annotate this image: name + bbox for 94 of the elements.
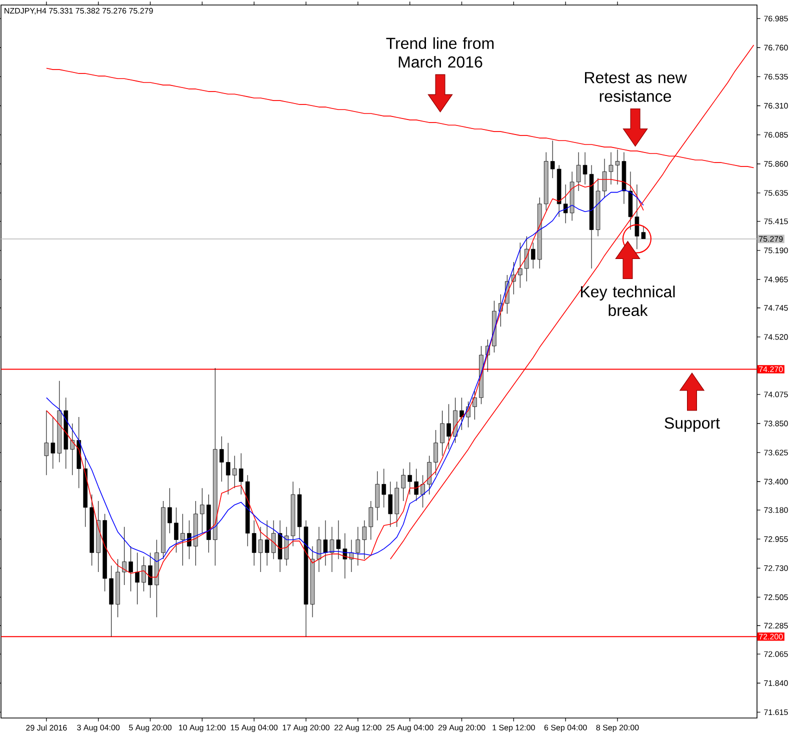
- candlestick: [446, 404, 451, 450]
- annotation: Support: [664, 417, 720, 432]
- y-tick-label: 71.840: [764, 680, 788, 686]
- candlestick: [401, 468, 406, 502]
- candlestick: [388, 481, 393, 528]
- candlestick: [168, 488, 172, 534]
- x-tick-label: 1 Sep 12:00: [492, 724, 535, 732]
- y-tick-label: 75.190: [764, 248, 788, 254]
- candlestick: [368, 500, 374, 540]
- candlestick: [180, 514, 185, 566]
- candlestick: [187, 520, 192, 560]
- candlestick: [200, 488, 204, 534]
- y-tick-label: 75.415: [764, 218, 788, 224]
- y-tick-label: 74.745: [764, 305, 788, 311]
- y-tick-label: 71.615: [764, 709, 788, 716]
- ref-line-label: 72.200: [759, 634, 783, 640]
- candlestick: [420, 474, 425, 508]
- x-tick-label: 29 Aug 20:00: [438, 724, 486, 732]
- candlestick: [128, 546, 133, 592]
- x-tick-label: 25 Aug 04:00: [386, 724, 434, 732]
- candlestick: [232, 456, 237, 488]
- candlestick: [148, 552, 152, 598]
- candlestick: [135, 552, 140, 605]
- candlestick: [382, 468, 386, 508]
- y-tick-label: 72.505: [764, 594, 788, 600]
- candlestick: [375, 471, 380, 521]
- x-tick-label: 29 Jul 2016: [26, 724, 67, 731]
- candlestick: [50, 416, 56, 469]
- candlestick: [550, 140, 555, 178]
- candlestick: [122, 526, 126, 586]
- candlestick: [219, 436, 224, 482]
- candlestick: [563, 184, 568, 224]
- y-tick-label: 73.180: [764, 507, 788, 513]
- y-tick-label: 76.085: [764, 132, 788, 138]
- x-tick-label: 8 Sep 20:00: [596, 724, 639, 732]
- y-tick-label: 76.985: [764, 16, 788, 22]
- x-tick-label: 5 Aug 20:00: [128, 724, 172, 732]
- candlestick: [70, 423, 75, 476]
- candlestick: [342, 533, 348, 579]
- y-tick-label: 72.730: [764, 565, 788, 572]
- candlestick: [641, 226, 646, 240]
- candlestick: [472, 390, 477, 420]
- candlestick: [252, 520, 256, 566]
- candlestick: [408, 462, 412, 495]
- x-tick-label: 10 Aug 12:00: [178, 724, 226, 732]
- candlestick: [330, 526, 334, 572]
- candlestick: [271, 520, 276, 560]
- candlestick: [336, 520, 341, 560]
- candlestick: [323, 520, 328, 566]
- candlestick: [518, 242, 522, 288]
- y-tick-label: 74.075: [764, 392, 788, 398]
- ref-line-label: 74.270: [759, 366, 783, 372]
- candlestick: [238, 452, 244, 495]
- chart-title: NZDJPY,H4 75.331 75.382 75.276 75.279: [4, 8, 153, 15]
- x-tick-label: 3 Aug 04:00: [77, 724, 120, 732]
- x-tick-label: 22 Aug 12:00: [334, 724, 382, 732]
- candlestick: [174, 507, 178, 553]
- ref-line-label: 75.279: [759, 236, 783, 242]
- y-tick-label: 72.285: [764, 622, 788, 628]
- candlestick: [226, 442, 230, 495]
- candlestick: [142, 556, 146, 592]
- candlestick: [530, 242, 536, 269]
- candlestick: [524, 236, 529, 282]
- y-tick-label: 76.760: [764, 44, 788, 50]
- annotation: Retest as new resistance: [585, 72, 687, 102]
- y-tick-label: 74.520: [764, 334, 788, 340]
- y-tick-label: 73.625: [764, 450, 788, 456]
- candlestick: [440, 410, 444, 456]
- candlestick: [356, 526, 360, 566]
- candlestick: [414, 468, 418, 502]
- y-tick-label: 72.955: [764, 536, 788, 542]
- candlestick: [576, 152, 581, 192]
- candlestick: [264, 520, 270, 566]
- y-tick-label: 73.850: [764, 420, 788, 426]
- annotation: Trend line from March 2016: [386, 37, 494, 68]
- x-tick-label: 15 Aug 04:00: [230, 724, 278, 732]
- candlestick: [362, 520, 367, 560]
- y-tick-label: 72.065: [764, 651, 788, 657]
- y-tick-label: 75.635: [764, 190, 788, 196]
- annotation: Key technical break: [581, 286, 675, 316]
- candlestick: [434, 430, 438, 476]
- y-tick-label: 73.400: [764, 478, 788, 484]
- y-tick-label: 75.860: [764, 161, 788, 167]
- y-tick-label: 76.535: [764, 74, 788, 80]
- candlestick: [258, 526, 263, 572]
- y-tick-label: 76.310: [764, 102, 788, 109]
- x-tick-label: 6 Sep 04:00: [544, 724, 587, 732]
- candlestick: [634, 184, 640, 250]
- x-tick-label: 17 Aug 20:00: [282, 724, 330, 732]
- y-tick-label: 74.965: [764, 276, 788, 282]
- candlestick: [427, 456, 432, 495]
- candlestick: [44, 410, 49, 476]
- candlestick: [460, 397, 464, 430]
- candlestick: [582, 152, 588, 185]
